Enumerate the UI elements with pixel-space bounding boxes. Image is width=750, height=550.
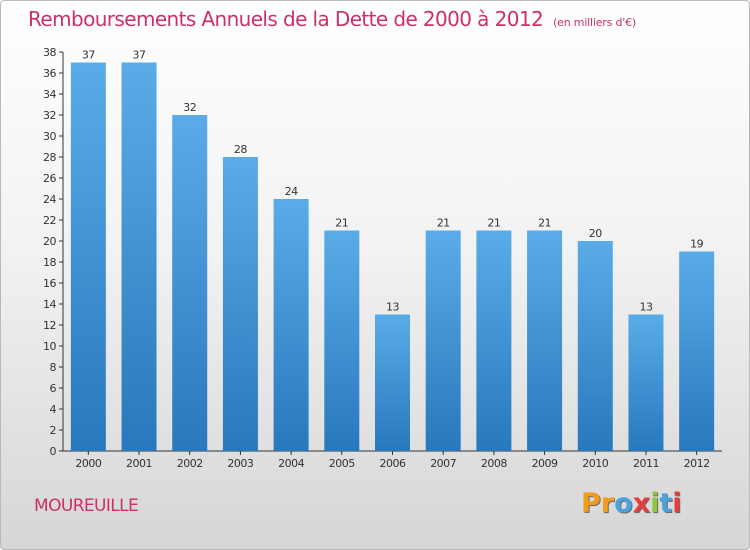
logo-letter: r <box>600 488 615 519</box>
bar <box>476 230 512 451</box>
x-tick-label: 2002 <box>177 457 203 470</box>
bar <box>222 157 258 451</box>
logo-letter: i <box>650 488 660 519</box>
logo-letter: P <box>581 488 601 519</box>
x-tick-label: 2001 <box>126 457 152 470</box>
x-tick-label: 2006 <box>380 457 406 470</box>
bar-value-label: 21 <box>437 217 450 230</box>
y-tick-label: 4 <box>50 403 57 416</box>
x-tick-label: 2008 <box>481 457 507 470</box>
x-tick-label: 2011 <box>633 457 659 470</box>
bar <box>679 251 715 451</box>
y-tick-label: 0 <box>50 445 57 458</box>
bar <box>628 314 664 451</box>
y-tick-label: 16 <box>43 277 56 290</box>
x-tick-label: 2004 <box>278 457 304 470</box>
logo-letter: x <box>632 488 651 519</box>
bar <box>70 62 106 451</box>
y-tick-label: 38 <box>43 46 56 59</box>
logo-letter: t <box>659 488 673 519</box>
x-tick-label: 2003 <box>227 457 253 470</box>
x-tick-label: 2007 <box>430 457 456 470</box>
x-tick-label: 2000 <box>75 457 101 470</box>
y-tick-label: 2 <box>50 424 57 437</box>
bar-value-label: 37 <box>82 49 95 62</box>
y-tick-label: 14 <box>43 298 56 311</box>
y-tick-label: 12 <box>43 319 56 332</box>
logo-letter: o <box>614 488 633 519</box>
y-tick-label: 20 <box>43 235 56 248</box>
x-tick-label: 2010 <box>582 457 608 470</box>
bar-value-label: 13 <box>639 301 652 314</box>
bar <box>425 230 461 451</box>
proxiti-logo: Proxiti <box>581 488 682 519</box>
y-tick-label: 32 <box>43 109 56 122</box>
y-tick-label: 28 <box>43 151 56 164</box>
y-tick-label: 6 <box>50 382 57 395</box>
chart-subtitle: (en milliers d'€) <box>553 16 636 29</box>
bar-value-label: 32 <box>183 101 196 114</box>
bar-value-label: 37 <box>133 49 146 62</box>
bar-value-label: 24 <box>285 185 298 198</box>
y-tick-label: 10 <box>43 340 56 353</box>
chart-title: Remboursements Annuels de la Dette de 20… <box>28 7 544 31</box>
y-tick-label: 8 <box>50 361 57 374</box>
bar <box>577 241 613 451</box>
x-tick-label: 2009 <box>532 457 558 470</box>
y-tick-label: 36 <box>43 67 56 80</box>
commune-name: MOUREUILLE <box>34 496 139 516</box>
bar <box>324 230 360 451</box>
bar <box>527 230 563 451</box>
bar <box>375 314 410 451</box>
chart-title-block: Remboursements Annuels de la Dette de 20… <box>28 7 636 31</box>
y-tick-label: 26 <box>43 172 56 185</box>
bar-value-label: 28 <box>234 143 247 156</box>
y-tick-label: 24 <box>43 193 56 206</box>
bar-value-label: 21 <box>335 217 348 230</box>
bar-value-label: 20 <box>589 227 602 240</box>
bar <box>172 115 208 451</box>
y-tick-label: 30 <box>43 130 56 143</box>
bar-value-label: 19 <box>690 238 703 251</box>
x-tick-label: 2005 <box>329 457 355 470</box>
y-tick-label: 34 <box>43 88 56 101</box>
bar-value-label: 13 <box>386 301 399 314</box>
bars: 37 37 32 28 24 21 13 21 21 21 20 13 19 <box>70 49 715 451</box>
logo-letter: i <box>672 488 682 519</box>
y-tick-label: 22 <box>43 214 56 227</box>
bar <box>121 62 157 451</box>
bar <box>273 199 309 451</box>
bar-value-label: 21 <box>487 217 500 230</box>
bar-value-label: 21 <box>538 217 551 230</box>
y-tick-label: 18 <box>43 256 56 269</box>
x-tick-label: 2012 <box>684 457 710 470</box>
